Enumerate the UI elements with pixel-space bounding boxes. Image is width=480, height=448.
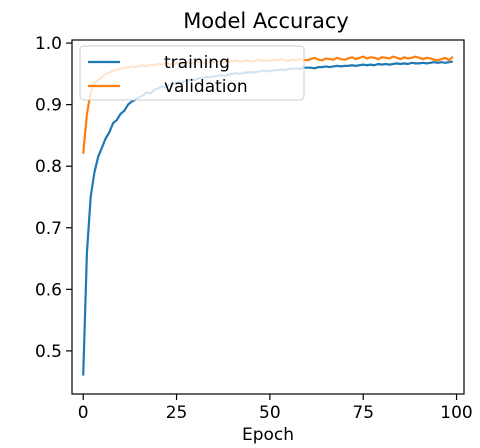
legend-label-validation: validation: [164, 77, 248, 97]
y-tick-label: 1.0: [35, 34, 62, 54]
x-axis-label: Epoch: [242, 425, 294, 445]
plot-frame: [71, 39, 465, 395]
x-tick-label: 50: [259, 403, 281, 423]
x-tick-label: 0: [78, 403, 89, 423]
x-axis: 0 25 50 75 100: [78, 394, 473, 423]
y-tick-label: 0.8: [35, 157, 62, 177]
y-tick-label: 0.9: [35, 96, 62, 116]
series-line-training: [82, 60, 453, 376]
x-tick-label: 100: [440, 403, 472, 423]
y-tick-label: 0.5: [35, 342, 62, 362]
x-tick-label: 25: [166, 403, 188, 423]
chart-title: Model Accuracy: [183, 9, 349, 33]
legend-label-training: training: [164, 53, 230, 73]
y-tick-label: 0.7: [35, 219, 62, 239]
legend-box: [79, 45, 305, 101]
plot-area: [82, 55, 454, 376]
y-tick-label: 0.6: [35, 280, 62, 300]
legend: training validation: [79, 45, 305, 101]
y-axis: 0.5 0.6 0.7 0.8 0.9 1.0: [35, 34, 72, 362]
x-tick-label: 75: [352, 403, 374, 423]
